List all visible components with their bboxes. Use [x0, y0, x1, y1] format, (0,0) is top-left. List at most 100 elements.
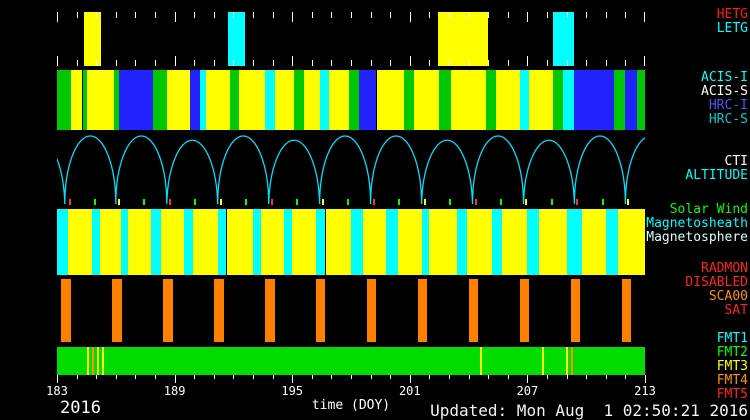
regions-segment: [100, 209, 121, 275]
radmon-segment: [519, 279, 530, 342]
instrument-segment: [613, 70, 626, 130]
regions-segment: [617, 209, 645, 275]
band-fmt: [57, 347, 645, 375]
regions-segment: [127, 209, 152, 275]
day-tick-top: [351, 12, 352, 18]
day-tick-bottom: [115, 60, 117, 66]
axis-tick: [96, 375, 98, 379]
regions-segment: [539, 209, 567, 275]
radmon-segment: [111, 279, 122, 342]
regions-segment: [492, 209, 502, 275]
band-instrument: [57, 70, 645, 130]
radmon-segment: [468, 279, 479, 342]
regions-segment: [284, 209, 293, 275]
pass-tick: [347, 199, 350, 205]
pass-tick: [321, 199, 324, 205]
instrument-segment: [625, 70, 638, 130]
day-tick-top: [449, 12, 450, 18]
regions-segment: [566, 209, 583, 275]
regions-segment: [226, 209, 253, 275]
axis-tick: [645, 375, 646, 383]
day-tick-bottom: [135, 60, 137, 66]
day-tick-top: [272, 12, 274, 18]
instrument-segment: [637, 70, 645, 130]
year-label: 2016: [60, 398, 101, 418]
day-tick-top: [194, 12, 196, 18]
day-tick-top: [644, 12, 645, 22]
axis-tick: [272, 375, 274, 379]
axis-tick: [468, 375, 470, 379]
instrument-segment: [113, 70, 119, 130]
pass-tick: [94, 199, 97, 205]
day-tick-top: [527, 12, 529, 22]
day-tick-top: [547, 12, 548, 18]
pass-tick: [449, 199, 451, 205]
axis-tick-label: 201: [398, 384, 421, 398]
pass-tick: [219, 199, 222, 205]
instrument-segment: [376, 70, 404, 130]
axis-tick: [174, 375, 176, 383]
fmt-stripe: [480, 347, 483, 375]
pass-tick: [423, 199, 426, 205]
instrument-segment: [87, 70, 114, 130]
regions-segment: [217, 209, 227, 275]
axis-tick-label: 195: [281, 384, 304, 398]
axis-tick: [213, 375, 215, 379]
day-tick-top: [429, 12, 431, 18]
regions-segment: [57, 209, 68, 275]
day-tick-bottom: [547, 60, 548, 66]
x-axis-title: time (DOY): [311, 398, 391, 413]
radmon-segment: [621, 279, 632, 342]
axis-tick: [449, 375, 450, 379]
axis-tick: [586, 375, 588, 379]
axis-tick: [351, 375, 352, 379]
instrument-segment: [349, 70, 359, 130]
fmt-stripe: [102, 347, 105, 375]
regions-segment: [253, 209, 261, 275]
instrument-segment: [451, 70, 487, 130]
band-regions: [57, 209, 645, 275]
axis-tick: [233, 375, 235, 379]
radmon-segment: [264, 279, 275, 342]
day-tick-bottom: [429, 60, 431, 66]
day-tick-bottom: [468, 60, 470, 66]
x-axis: 183 189 195 201 207 213: [0, 375, 750, 405]
instrument-segment: [264, 70, 275, 130]
day-tick-top: [292, 12, 294, 22]
pass-tick: [525, 199, 528, 205]
regions-segment: [582, 209, 606, 275]
regions-segment: [260, 209, 285, 275]
day-tick-bottom: [351, 60, 352, 66]
regions-segment: [193, 209, 218, 275]
regions-segment: [501, 209, 528, 275]
regions-segment: [351, 209, 363, 275]
instrument-segment: [57, 70, 71, 130]
day-tick-bottom: [253, 60, 254, 66]
day-tick-top: [605, 12, 607, 18]
day-tick-top: [409, 12, 411, 22]
day-tick-bottom: [566, 60, 568, 66]
instrument-segment: [82, 70, 88, 130]
instrument-segment: [496, 70, 520, 130]
day-tick-top: [115, 12, 117, 18]
day-tick-top: [586, 12, 588, 18]
day-tick-bottom: [174, 56, 176, 66]
day-tick-top: [488, 12, 490, 18]
day-tick-top: [370, 12, 372, 18]
pass-tick: [398, 199, 400, 205]
regions-segment: [315, 209, 326, 275]
day-tick-bottom: [331, 60, 333, 66]
pass-tick: [296, 199, 299, 205]
radmon-segment: [213, 279, 224, 342]
regions-segment: [362, 209, 387, 275]
instrument-segment: [319, 70, 330, 130]
instrument-segment: [403, 70, 414, 130]
day-tick-top: [174, 12, 176, 22]
pass-tick: [143, 199, 146, 205]
axis-tick: [507, 375, 509, 379]
grating-segment: [552, 12, 575, 66]
instrument-segment: [358, 70, 377, 130]
instrument-segment: [239, 70, 265, 130]
day-tick-bottom: [409, 56, 411, 66]
axis-tick-label: 183: [46, 384, 68, 398]
